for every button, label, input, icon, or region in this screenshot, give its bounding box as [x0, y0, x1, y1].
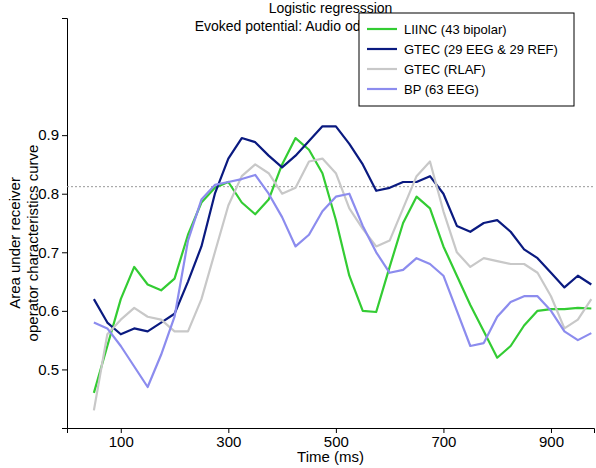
legend-box [359, 13, 574, 106]
tick: 0.7 [38, 244, 67, 261]
series-line [94, 126, 591, 334]
legend-swatch [367, 28, 397, 30]
tick-label: 700 [431, 433, 456, 450]
tick: 0.5 [38, 361, 67, 378]
tick-label: 0.7 [38, 244, 59, 261]
y-axis: 0.5 0.6 0.7 0.8 0.9 [38, 19, 67, 429]
axis-line [62, 19, 68, 429]
tick-label: 100 [109, 433, 134, 450]
legend-swatch [367, 88, 397, 90]
series-line [94, 138, 591, 393]
tick-label: 0.8 [38, 185, 59, 202]
legend-label: BP (63 EEG) [404, 82, 479, 97]
legend-label: GTEC (29 EEG & 29 REF) [404, 42, 558, 57]
tick: 500 [324, 428, 349, 450]
tick-label: 900 [539, 433, 564, 450]
y-axis-title: operator characteristics curve [24, 145, 41, 342]
tick-mark [62, 311, 67, 312]
tick: 0.8 [38, 185, 67, 202]
tick-mark [62, 252, 67, 253]
threshold-line [67, 186, 594, 187]
y-axis-title: Area under receiver [6, 177, 23, 309]
tick-label: 0.9 [38, 126, 59, 143]
tick: 900 [539, 428, 564, 450]
tick: 0.9 [38, 126, 67, 143]
tick-mark [62, 194, 67, 195]
tick-label: 0.5 [38, 361, 59, 378]
legend: LIINC (43 bipolar) GTEC (29 EEG & 29 REF)… [359, 13, 574, 106]
tick: 700 [431, 428, 456, 450]
series-line [94, 159, 591, 411]
x-axis-title: Time (ms) [297, 448, 364, 465]
legend-label: GTEC (RLAF) [404, 62, 486, 77]
legend-swatch [367, 68, 397, 70]
plot-area [67, 126, 594, 410]
chart: 1003005007009000.50.60.70.80.9Logistic r… [0, 0, 596, 468]
tick: 0.6 [38, 302, 67, 319]
tick: 300 [216, 428, 241, 450]
series-line [94, 175, 591, 387]
legend-label: LIINC (43 bipolar) [404, 22, 507, 37]
legend-swatch [367, 48, 397, 50]
tick-mark [62, 369, 67, 370]
x-axis: 100 300 500 700 900 [68, 428, 595, 450]
tick: 100 [109, 428, 134, 450]
tick-mark [62, 135, 67, 136]
tick-label: 300 [216, 433, 241, 450]
tick-label: 0.6 [38, 302, 59, 319]
